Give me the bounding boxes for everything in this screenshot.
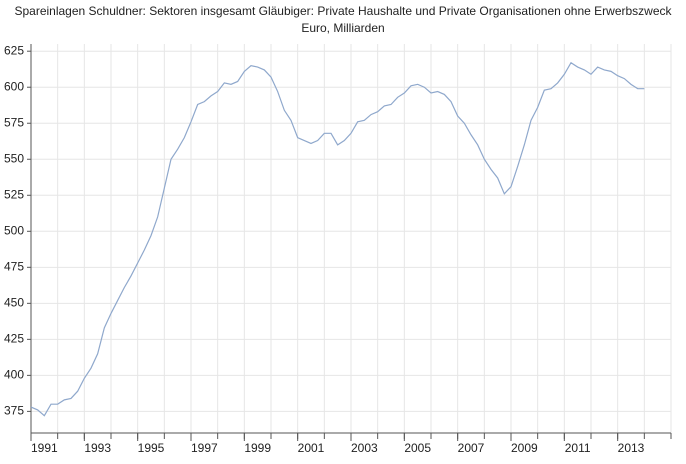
y-tick-label: 400: [4, 368, 24, 382]
x-tick-label: 2003: [351, 441, 378, 455]
y-tick-label: 575: [4, 115, 24, 129]
y-tick-label: 500: [4, 223, 24, 237]
x-tick-label: 2007: [458, 441, 485, 455]
x-tick-label: 1999: [244, 441, 271, 455]
y-tick-label: 525: [4, 187, 24, 201]
x-tick-label: 1995: [138, 441, 165, 455]
chart-title: Spareinlagen Schuldner: Sektoren insgesa…: [14, 4, 672, 18]
y-tick-label: 425: [4, 332, 24, 346]
x-tick-label: 1991: [31, 441, 58, 455]
x-tick-label: 2013: [618, 441, 645, 455]
x-tick-label: 2005: [404, 441, 431, 455]
x-tick-label: 2011: [565, 441, 591, 455]
x-tick-label: 1997: [191, 441, 218, 455]
x-tick-label: 2001: [298, 441, 325, 455]
y-tick-label: 600: [4, 79, 24, 93]
x-tick-label: 1993: [84, 441, 111, 455]
y-tick-label: 375: [4, 404, 24, 418]
y-tick-label: 550: [4, 151, 24, 165]
y-tick-label: 625: [4, 43, 24, 57]
y-tick-label: 475: [4, 259, 24, 273]
chart-subtitle: Euro, Milliarden: [301, 21, 384, 35]
x-tick-label: 2009: [511, 441, 538, 455]
y-tick-label: 450: [4, 296, 24, 310]
line: [30, 61, 645, 417]
